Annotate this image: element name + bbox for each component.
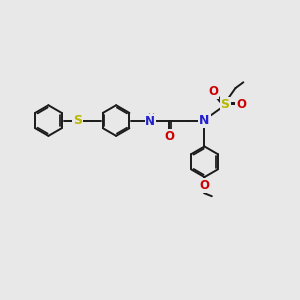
Text: N: N (199, 114, 210, 127)
Text: O: O (236, 98, 246, 111)
Text: H: H (147, 113, 154, 122)
Text: O: O (208, 85, 218, 98)
Text: S: S (74, 114, 82, 127)
Text: S: S (220, 98, 230, 111)
Text: N: N (145, 115, 155, 128)
Text: O: O (164, 130, 174, 143)
Text: O: O (200, 179, 209, 192)
